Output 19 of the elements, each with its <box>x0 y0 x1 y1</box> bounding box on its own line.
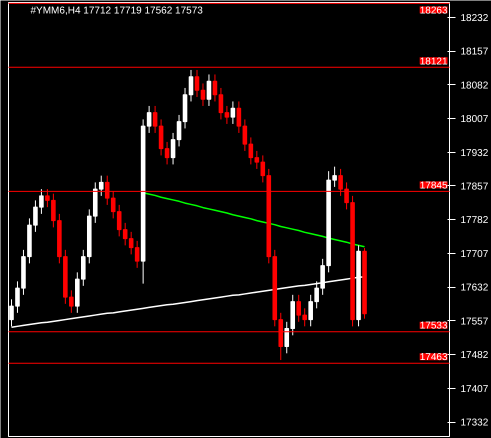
y-tick-label: 18082 <box>460 80 489 92</box>
y-tick-label: 17857 <box>460 181 489 192</box>
y-tick-label: 17632 <box>460 282 489 294</box>
y-tick-label: 17782 <box>460 215 489 226</box>
y-tick-label: 17482 <box>460 350 489 362</box>
y-tick-label: 17407 <box>460 384 489 395</box>
y-tick-label: 18157 <box>460 46 489 58</box>
candlestick <box>230 100 236 124</box>
y-tick-label: 18007 <box>460 114 489 126</box>
candlestick <box>206 74 212 106</box>
chart-title: #YMM6,H4 17712 17719 17562 17573 <box>30 6 204 16</box>
y-tick-label: 17332 <box>460 418 489 429</box>
ref-line-label: 17463 <box>420 352 448 364</box>
y-tick-label: 17707 <box>460 248 489 260</box>
ref-line-label: 18121 <box>420 56 448 68</box>
y-tick-label: 17932 <box>460 148 489 159</box>
ref-line-label: 17533 <box>420 320 448 332</box>
y-tick-label: 17557 <box>460 316 489 328</box>
y-tick-label: 18232 <box>460 12 489 24</box>
